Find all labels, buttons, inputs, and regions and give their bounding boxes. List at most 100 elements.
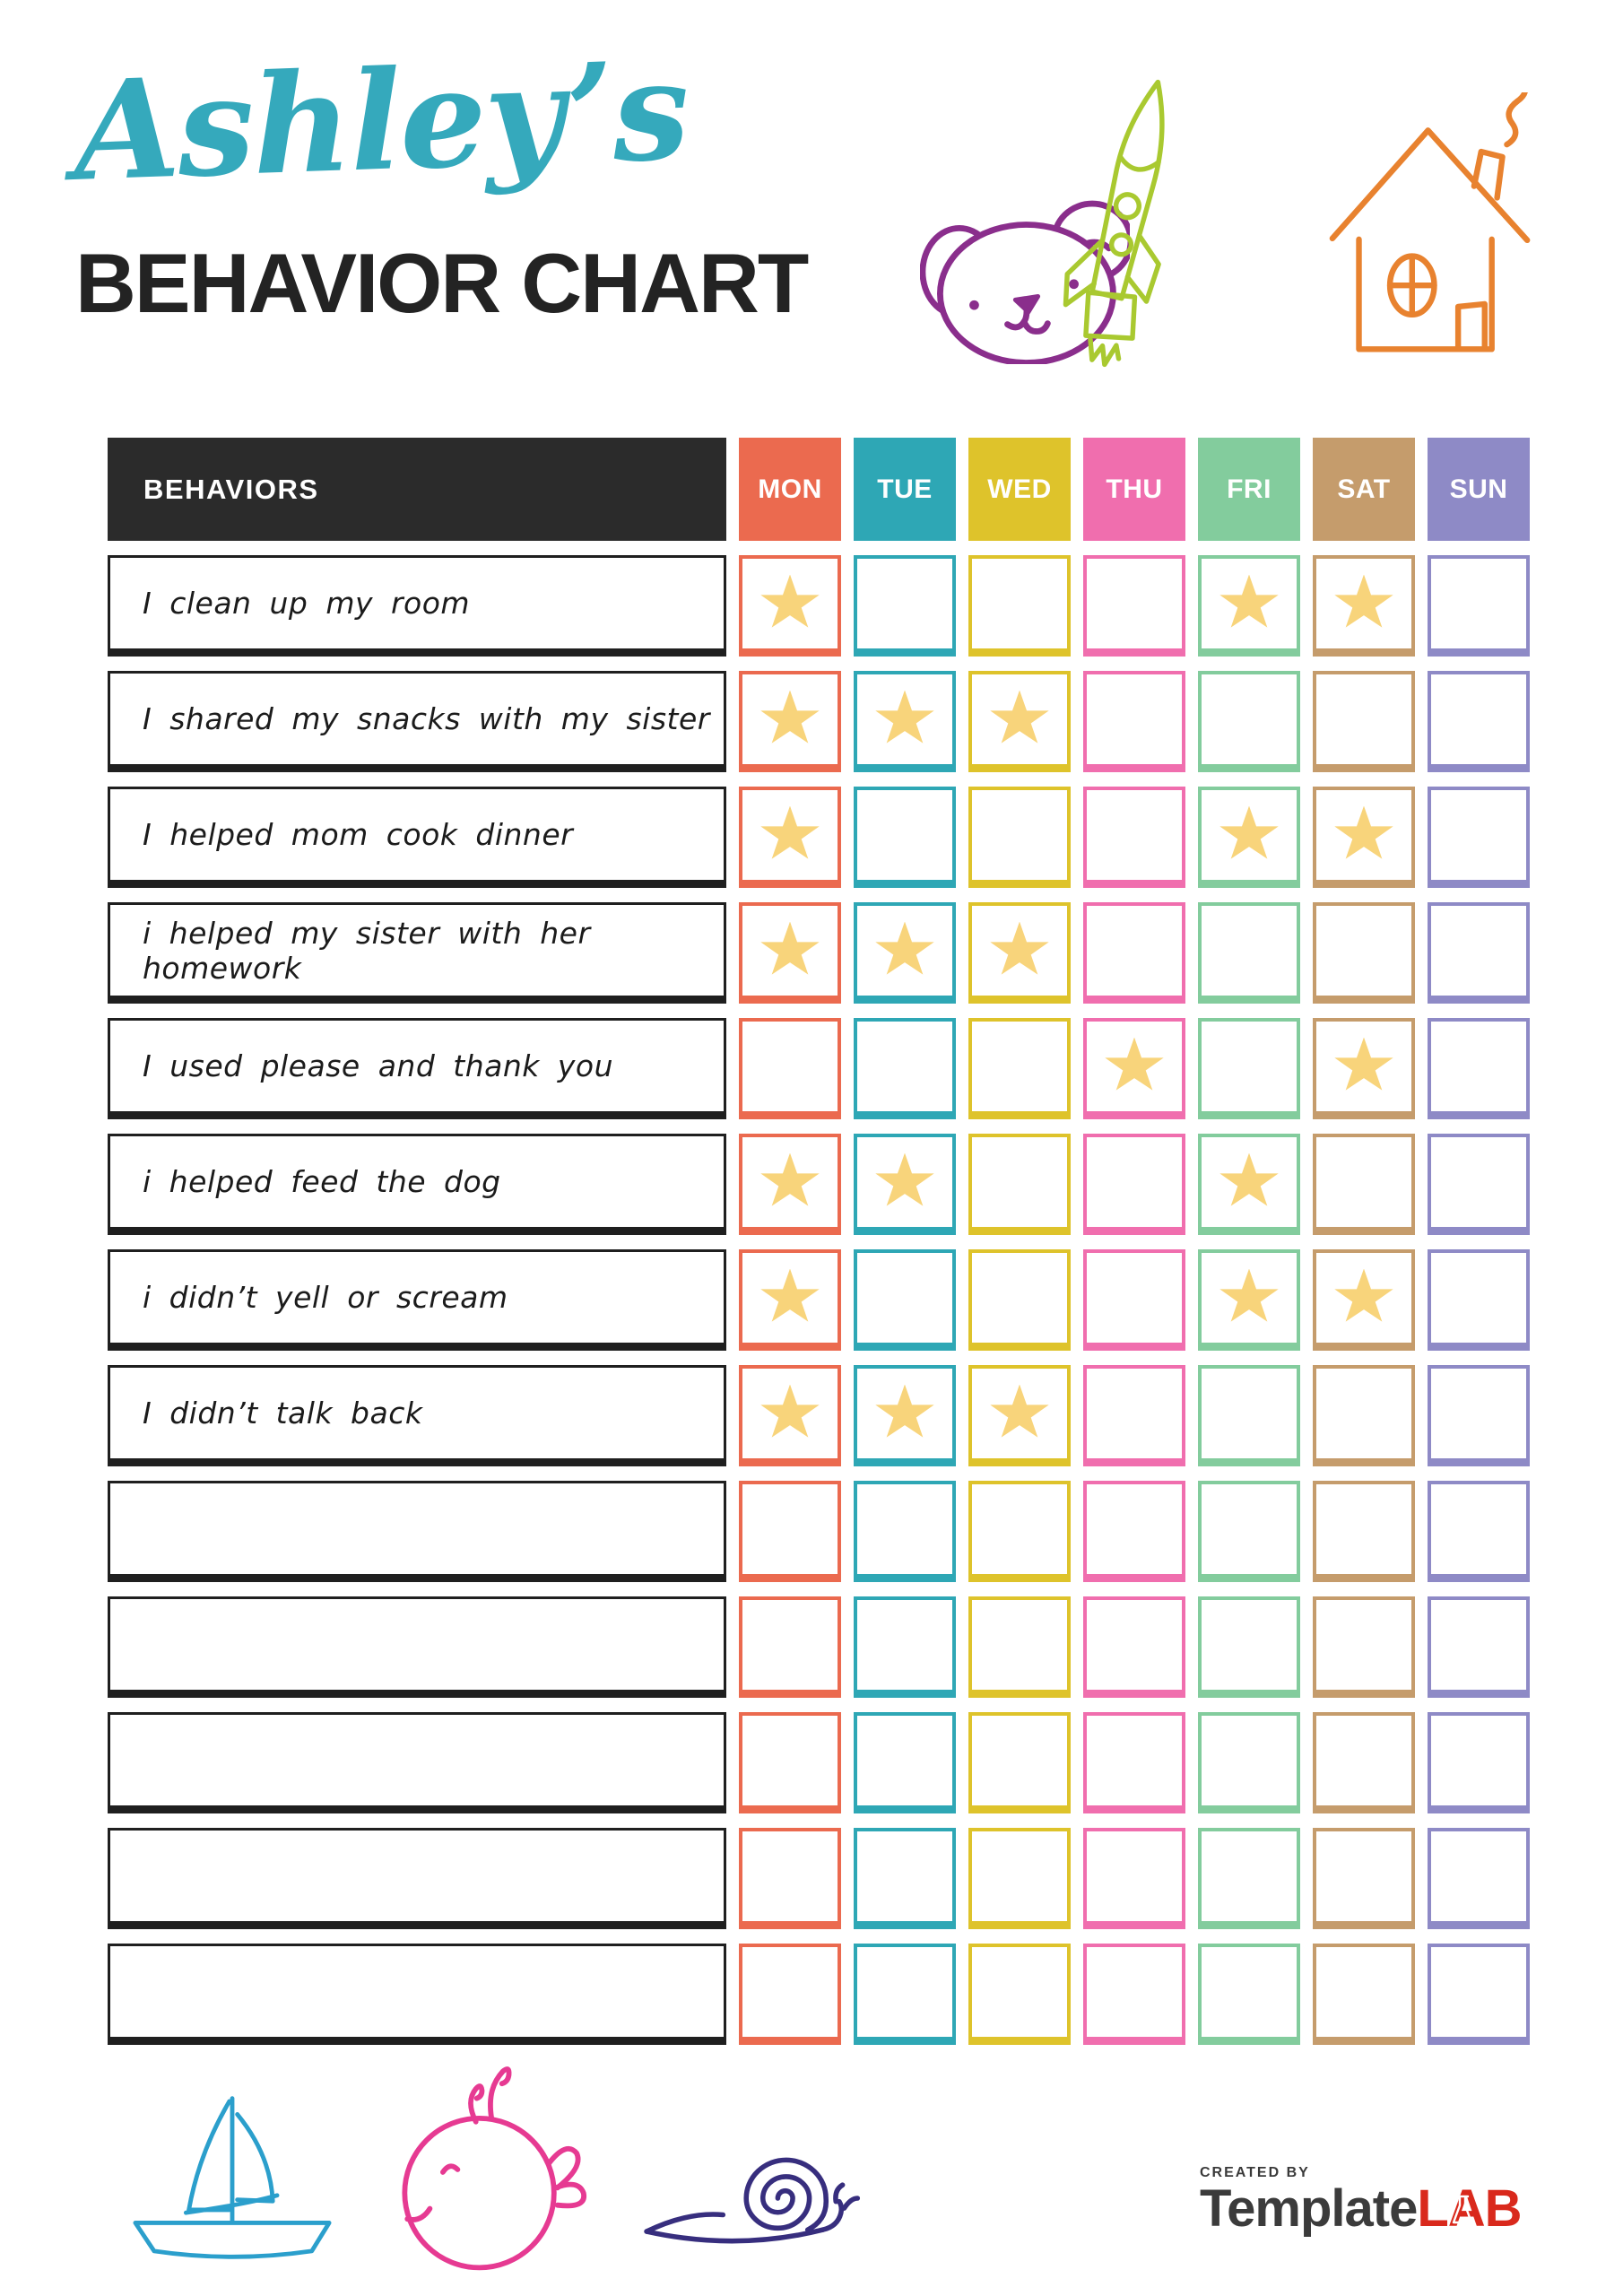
behavior-cell-r6[interactable]: i helped feed the dog bbox=[108, 1134, 726, 1235]
cell-r12-tue[interactable] bbox=[854, 1828, 956, 1929]
cell-r8-mon[interactable] bbox=[739, 1365, 841, 1466]
cell-r13-wed[interactable] bbox=[968, 1944, 1071, 2045]
cell-r11-sat[interactable] bbox=[1313, 1712, 1415, 1813]
cell-r13-mon[interactable] bbox=[739, 1944, 841, 2045]
cell-r3-sun[interactable] bbox=[1428, 787, 1530, 888]
behavior-cell-r11[interactable] bbox=[108, 1712, 726, 1813]
cell-r13-sun[interactable] bbox=[1428, 1944, 1530, 2045]
cell-r10-sun[interactable] bbox=[1428, 1596, 1530, 1698]
cell-r9-fri[interactable] bbox=[1198, 1481, 1300, 1582]
cell-r3-tue[interactable] bbox=[854, 787, 956, 888]
behavior-cell-r4[interactable]: i helped my sister with her homework bbox=[108, 902, 726, 1004]
cell-r7-sun[interactable] bbox=[1428, 1249, 1530, 1351]
cell-r1-wed[interactable] bbox=[968, 555, 1071, 657]
behavior-cell-r5[interactable]: I used please and thank you bbox=[108, 1018, 726, 1119]
cell-r6-sat[interactable] bbox=[1313, 1134, 1415, 1235]
cell-r3-wed[interactable] bbox=[968, 787, 1071, 888]
cell-r13-fri[interactable] bbox=[1198, 1944, 1300, 2045]
cell-r5-tue[interactable] bbox=[854, 1018, 956, 1119]
cell-r6-thu[interactable] bbox=[1083, 1134, 1185, 1235]
cell-r1-sat[interactable] bbox=[1313, 555, 1415, 657]
cell-r12-thu[interactable] bbox=[1083, 1828, 1185, 1929]
behavior-cell-r9[interactable] bbox=[108, 1481, 726, 1582]
cell-r10-fri[interactable] bbox=[1198, 1596, 1300, 1698]
cell-r8-tue[interactable] bbox=[854, 1365, 956, 1466]
cell-r2-mon[interactable] bbox=[739, 671, 841, 772]
cell-r9-sat[interactable] bbox=[1313, 1481, 1415, 1582]
cell-r4-mon[interactable] bbox=[739, 902, 841, 1004]
cell-r7-wed[interactable] bbox=[968, 1249, 1071, 1351]
cell-r5-fri[interactable] bbox=[1198, 1018, 1300, 1119]
cell-r1-sun[interactable] bbox=[1428, 555, 1530, 657]
cell-r3-thu[interactable] bbox=[1083, 787, 1185, 888]
cell-r7-mon[interactable] bbox=[739, 1249, 841, 1351]
cell-r10-tue[interactable] bbox=[854, 1596, 956, 1698]
cell-r9-mon[interactable] bbox=[739, 1481, 841, 1582]
cell-r11-sun[interactable] bbox=[1428, 1712, 1530, 1813]
behavior-cell-r7[interactable]: i didn’t yell or scream bbox=[108, 1249, 726, 1351]
cell-r6-wed[interactable] bbox=[968, 1134, 1071, 1235]
behavior-cell-r10[interactable] bbox=[108, 1596, 726, 1698]
cell-r4-sat[interactable] bbox=[1313, 902, 1415, 1004]
cell-r4-sun[interactable] bbox=[1428, 902, 1530, 1004]
cell-r10-thu[interactable] bbox=[1083, 1596, 1185, 1698]
cell-r11-mon[interactable] bbox=[739, 1712, 841, 1813]
cell-r5-sat[interactable] bbox=[1313, 1018, 1415, 1119]
cell-r4-tue[interactable] bbox=[854, 902, 956, 1004]
cell-r1-thu[interactable] bbox=[1083, 555, 1185, 657]
behavior-cell-r1[interactable]: I clean up my room bbox=[108, 555, 726, 657]
cell-r12-sun[interactable] bbox=[1428, 1828, 1530, 1929]
cell-r8-wed[interactable] bbox=[968, 1365, 1071, 1466]
cell-r1-tue[interactable] bbox=[854, 555, 956, 657]
cell-r6-tue[interactable] bbox=[854, 1134, 956, 1235]
cell-r13-thu[interactable] bbox=[1083, 1944, 1185, 2045]
cell-r12-fri[interactable] bbox=[1198, 1828, 1300, 1929]
cell-r4-wed[interactable] bbox=[968, 902, 1071, 1004]
cell-r8-thu[interactable] bbox=[1083, 1365, 1185, 1466]
behavior-cell-r2[interactable]: I shared my snacks with my sister bbox=[108, 671, 726, 772]
cell-r7-fri[interactable] bbox=[1198, 1249, 1300, 1351]
cell-r10-sat[interactable] bbox=[1313, 1596, 1415, 1698]
cell-r2-sat[interactable] bbox=[1313, 671, 1415, 772]
cell-r2-tue[interactable] bbox=[854, 671, 956, 772]
cell-r12-sat[interactable] bbox=[1313, 1828, 1415, 1929]
cell-r9-thu[interactable] bbox=[1083, 1481, 1185, 1582]
behavior-cell-r13[interactable] bbox=[108, 1944, 726, 2045]
cell-r7-tue[interactable] bbox=[854, 1249, 956, 1351]
behavior-cell-r8[interactable]: I didn’t talk back bbox=[108, 1365, 726, 1466]
cell-r2-wed[interactable] bbox=[968, 671, 1071, 772]
cell-r5-mon[interactable] bbox=[739, 1018, 841, 1119]
cell-r2-fri[interactable] bbox=[1198, 671, 1300, 772]
cell-r12-mon[interactable] bbox=[739, 1828, 841, 1929]
cell-r9-wed[interactable] bbox=[968, 1481, 1071, 1582]
cell-r2-thu[interactable] bbox=[1083, 671, 1185, 772]
cell-r4-thu[interactable] bbox=[1083, 902, 1185, 1004]
cell-r5-wed[interactable] bbox=[968, 1018, 1071, 1119]
cell-r10-wed[interactable] bbox=[968, 1596, 1071, 1698]
cell-r1-mon[interactable] bbox=[739, 555, 841, 657]
cell-r5-sun[interactable] bbox=[1428, 1018, 1530, 1119]
cell-r9-sun[interactable] bbox=[1428, 1481, 1530, 1582]
cell-r11-fri[interactable] bbox=[1198, 1712, 1300, 1813]
cell-r5-thu[interactable] bbox=[1083, 1018, 1185, 1119]
cell-r11-tue[interactable] bbox=[854, 1712, 956, 1813]
cell-r4-fri[interactable] bbox=[1198, 902, 1300, 1004]
cell-r1-fri[interactable] bbox=[1198, 555, 1300, 657]
cell-r11-thu[interactable] bbox=[1083, 1712, 1185, 1813]
cell-r13-tue[interactable] bbox=[854, 1944, 956, 2045]
cell-r13-sat[interactable] bbox=[1313, 1944, 1415, 2045]
behavior-cell-r12[interactable] bbox=[108, 1828, 726, 1929]
cell-r3-fri[interactable] bbox=[1198, 787, 1300, 888]
cell-r3-sat[interactable] bbox=[1313, 787, 1415, 888]
cell-r7-thu[interactable] bbox=[1083, 1249, 1185, 1351]
cell-r11-wed[interactable] bbox=[968, 1712, 1071, 1813]
cell-r9-tue[interactable] bbox=[854, 1481, 956, 1582]
cell-r10-mon[interactable] bbox=[739, 1596, 841, 1698]
cell-r6-mon[interactable] bbox=[739, 1134, 841, 1235]
cell-r3-mon[interactable] bbox=[739, 787, 841, 888]
cell-r8-sun[interactable] bbox=[1428, 1365, 1530, 1466]
cell-r8-sat[interactable] bbox=[1313, 1365, 1415, 1466]
cell-r6-fri[interactable] bbox=[1198, 1134, 1300, 1235]
cell-r2-sun[interactable] bbox=[1428, 671, 1530, 772]
cell-r6-sun[interactable] bbox=[1428, 1134, 1530, 1235]
